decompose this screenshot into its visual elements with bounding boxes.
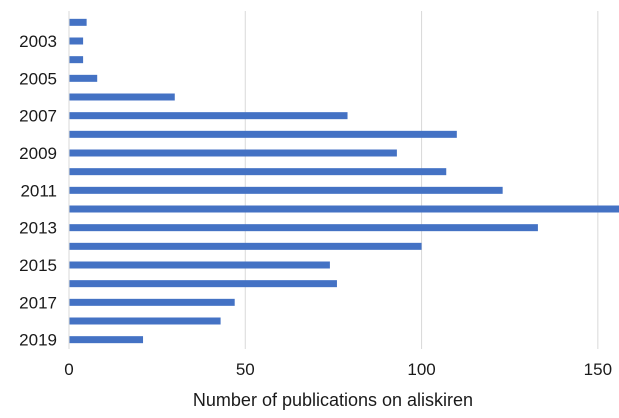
bar-2004	[69, 56, 84, 64]
y-tick-label-2007: 2007	[19, 107, 57, 126]
y-tick-label-2013: 2013	[19, 219, 57, 238]
x-tick-label-0: 0	[64, 360, 73, 379]
bar-2010	[69, 168, 447, 176]
bar-2018	[69, 317, 221, 325]
bar-2002	[69, 18, 87, 26]
bar-2012	[69, 205, 619, 213]
bar-2005	[69, 74, 98, 82]
x-tick-label-150: 150	[584, 360, 612, 379]
bar-2006	[69, 93, 175, 101]
bar-2017	[69, 298, 235, 306]
y-tick-labels: 2003 2005 2007 2009 2011 2013 2015 2017 2019	[19, 32, 57, 350]
y-tick-label-2015: 2015	[19, 256, 57, 275]
bar-2011	[69, 186, 503, 194]
bar-2003	[69, 37, 84, 45]
y-tick-label-2005: 2005	[19, 69, 57, 88]
bar-2007	[69, 112, 348, 120]
bar-2008	[69, 130, 457, 138]
bars	[69, 18, 619, 344]
bar-2013	[69, 224, 538, 232]
bar-2019	[69, 336, 144, 344]
x-tick-labels: 0 50 100 150	[64, 360, 612, 379]
y-tick-label-2003: 2003	[19, 32, 57, 51]
x-tick-label-50: 50	[236, 360, 255, 379]
y-tick-label-2019: 2019	[19, 331, 57, 350]
bar-2014	[69, 242, 422, 250]
y-tick-label-2017: 2017	[19, 293, 57, 312]
y-tick-label-2009: 2009	[19, 144, 57, 163]
bar-2016	[69, 280, 337, 288]
gridlines	[244, 11, 599, 349]
bar-2009	[69, 149, 397, 157]
x-tick-label-100: 100	[407, 360, 435, 379]
x-axis-title: Number of publications on aliskiren	[193, 390, 473, 410]
bar-2015	[69, 261, 330, 269]
y-tick-label-2011: 2011	[20, 181, 57, 200]
